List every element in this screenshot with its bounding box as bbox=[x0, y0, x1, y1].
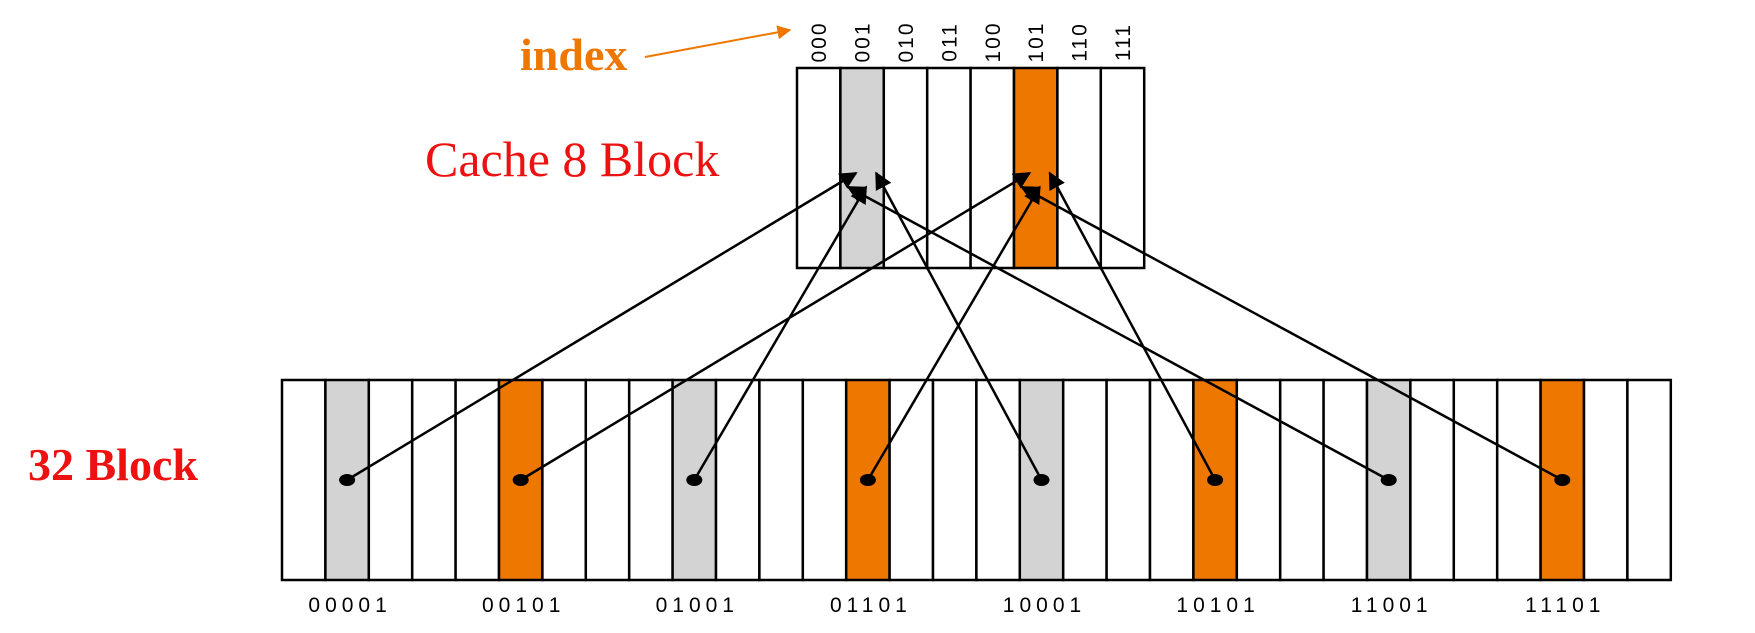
memory-block-18 bbox=[1061, 378, 1108, 582]
memory-block-19 bbox=[1105, 378, 1152, 582]
cache-block-2 bbox=[882, 66, 929, 270]
memory-block-17 bbox=[1018, 378, 1065, 582]
cache-index-010: 010 bbox=[895, 21, 918, 62]
memory-block-30 bbox=[1582, 378, 1629, 582]
mapping-arrow-1 bbox=[520, 171, 1032, 482]
cache-label: Cache 8 Block bbox=[425, 131, 719, 187]
memory-block-20 bbox=[1148, 378, 1195, 582]
mapping-arrow-0 bbox=[346, 171, 858, 482]
mapping-arrow-3 bbox=[866, 185, 1041, 481]
memory-blocks bbox=[280, 378, 1673, 582]
memory-block-15 bbox=[931, 378, 978, 582]
cache-index-101: 101 bbox=[1025, 21, 1048, 62]
cache-block-3 bbox=[925, 66, 972, 270]
mapping-source-dot-1 bbox=[512, 474, 529, 486]
mapping-arrow-7 bbox=[1020, 185, 1563, 482]
cache-block-1 bbox=[839, 66, 886, 270]
memory-address-00001: 00001 bbox=[308, 594, 391, 617]
cache-index-001: 001 bbox=[852, 21, 875, 62]
memory-address-10101: 10101 bbox=[1176, 594, 1259, 617]
mapping-lines bbox=[339, 171, 1571, 486]
memory-address-01101: 01101 bbox=[830, 594, 912, 617]
memory-address-00101: 00101 bbox=[482, 594, 565, 617]
index-label: index bbox=[520, 29, 627, 80]
mapping-source-dot-7 bbox=[1554, 474, 1571, 486]
mapping-arrow-2 bbox=[693, 185, 868, 481]
memory-block-4 bbox=[454, 378, 501, 582]
memory-block-6 bbox=[541, 378, 588, 582]
memory-block-7 bbox=[584, 378, 631, 582]
cache-index-labels: 000 001 010 011 100 101 110 111 bbox=[808, 21, 1135, 62]
mapping-source-dot-3 bbox=[859, 474, 876, 486]
mapping-source-dot-0 bbox=[339, 474, 356, 486]
memory-label: 32 Block bbox=[28, 439, 198, 490]
memory-block-8 bbox=[627, 378, 674, 582]
mapping-source-dot-4 bbox=[1033, 474, 1050, 486]
mapping-source-dot-6 bbox=[1380, 474, 1397, 486]
memory-block-11 bbox=[758, 378, 805, 582]
index-arrow bbox=[644, 25, 792, 58]
memory-block-3 bbox=[410, 378, 457, 582]
mapping-source-dot-2 bbox=[686, 474, 703, 486]
memory-block-31 bbox=[1626, 378, 1673, 582]
memory-block-28 bbox=[1495, 378, 1542, 582]
memory-addresses: 00001 00101 01001 01101 10001 10101 11001 11101 bbox=[308, 594, 1605, 617]
memory-block-22 bbox=[1235, 378, 1282, 582]
cache-blocks bbox=[795, 66, 1146, 270]
memory-block-10 bbox=[714, 378, 761, 582]
memory-block-12 bbox=[801, 378, 848, 582]
mapping-arrow-5 bbox=[1048, 171, 1217, 481]
memory-block-23 bbox=[1278, 378, 1325, 582]
cache-block-0 bbox=[795, 66, 842, 270]
cache-index-110: 110 bbox=[1069, 22, 1092, 61]
memory-block-26 bbox=[1409, 378, 1456, 582]
memory-block-27 bbox=[1452, 378, 1499, 582]
memory-address-11101: 11101 bbox=[1525, 594, 1605, 617]
cache-index-100: 100 bbox=[982, 21, 1005, 62]
mapping-arrow-6 bbox=[846, 185, 1390, 482]
cache-block-4 bbox=[969, 66, 1016, 270]
cache-index-000: 000 bbox=[808, 21, 831, 62]
memory-block-2 bbox=[367, 378, 414, 582]
cache-block-5 bbox=[1012, 66, 1059, 270]
memory-block-0 bbox=[280, 378, 327, 582]
cache-index-111: 111 bbox=[1112, 23, 1135, 61]
memory-block-14 bbox=[888, 378, 935, 582]
cache-block-6 bbox=[1056, 66, 1103, 270]
mapping-source-dot-5 bbox=[1207, 474, 1224, 486]
memory-address-01001: 01001 bbox=[656, 594, 739, 617]
memory-address-10001: 10001 bbox=[1003, 594, 1086, 617]
memory-block-16 bbox=[975, 378, 1022, 582]
memory-address-11001: 11001 bbox=[1351, 594, 1433, 617]
memory-block-24 bbox=[1322, 378, 1369, 582]
cache-index-011: 011 bbox=[938, 22, 961, 61]
mapping-arrow-4 bbox=[874, 171, 1043, 481]
cache-block-7 bbox=[1099, 66, 1146, 270]
